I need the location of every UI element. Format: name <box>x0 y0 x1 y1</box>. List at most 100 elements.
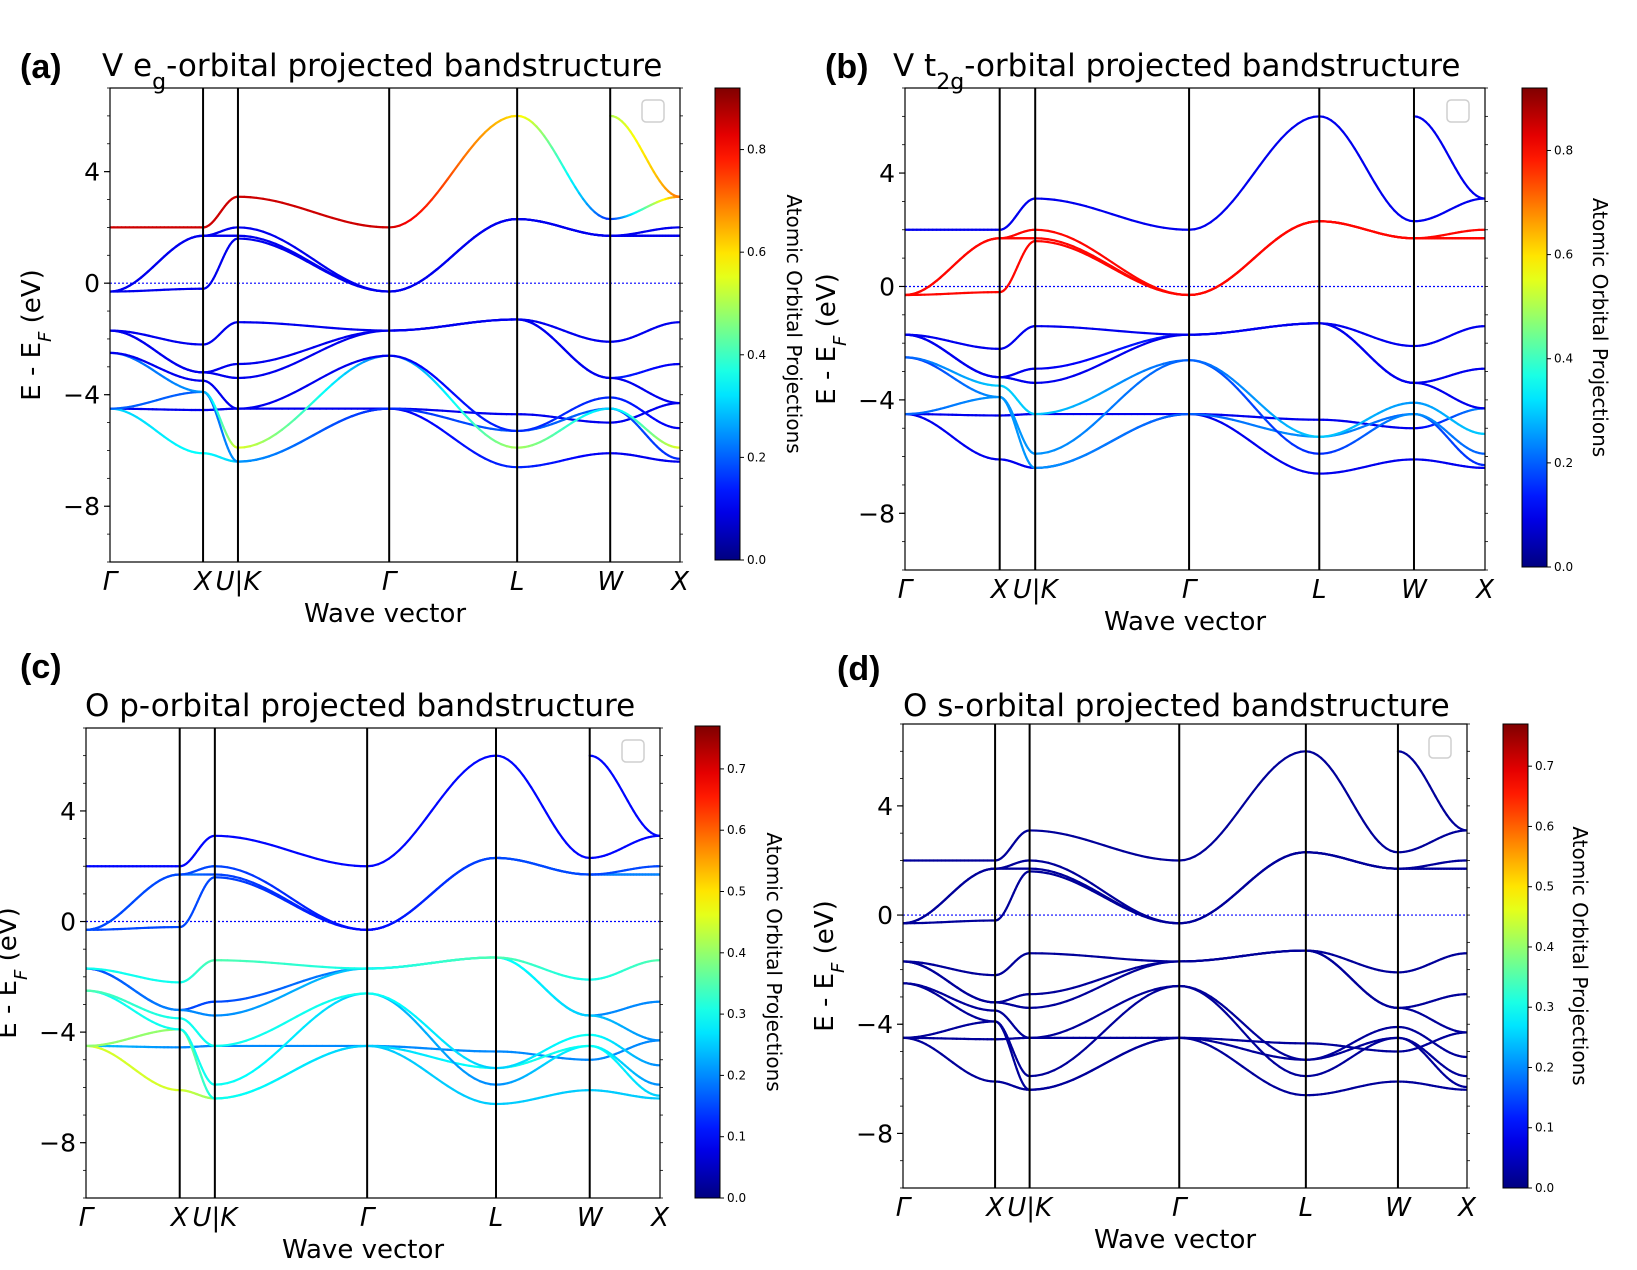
colorbar-tick-label: 0.7 <box>1535 759 1554 773</box>
band-line <box>86 956 660 1017</box>
band-line <box>110 407 680 469</box>
panel-b: (b) V t2g-orbital projected bandstructure… <box>812 48 1612 637</box>
kpoint-label: Γ <box>103 567 120 597</box>
y-tick-label: −4 <box>63 381 100 410</box>
y-tick-label: 4 <box>84 158 100 187</box>
y-tick-label: 4 <box>60 797 76 826</box>
band-line <box>110 217 680 293</box>
bands-group <box>903 750 1467 1097</box>
kpoint-label: X <box>649 1203 670 1233</box>
colorbar-tick-label: 0.3 <box>727 1007 746 1021</box>
colorbar-tick-label: 0.1 <box>727 1130 746 1144</box>
y-tick-label: 0 <box>877 901 893 930</box>
band-line <box>903 1020 1467 1091</box>
kpoint-label: L <box>510 567 525 597</box>
colorbar-tick-label: 0.0 <box>1535 1181 1554 1195</box>
band-line <box>905 412 1485 475</box>
panel-c: (c) O p-orbital projected bandstructure 4 0… <box>0 648 786 1265</box>
kpoint-label: Γ <box>898 575 915 605</box>
y-axis-label: E - EF (eV) <box>812 273 851 404</box>
panel-d: (d) O s-orbital projected bandstructure 4 0… <box>810 650 1592 1255</box>
band-line <box>905 115 1485 231</box>
colorbar-tick-label: 0.4 <box>747 348 766 362</box>
empty-legend-box <box>621 739 645 763</box>
panel-title: V eg-orbital projected bandstructure <box>102 48 662 95</box>
colorbar-tick-label: 0.1 <box>1535 1121 1554 1135</box>
colorbar-tick-label: 0.2 <box>1554 456 1573 470</box>
colorbar-tick-label: 0.2 <box>1535 1060 1554 1074</box>
kpoint-label: W <box>1385 1193 1412 1223</box>
y-axis-label: E - EF (eV) <box>17 269 56 400</box>
band-line <box>905 356 1485 438</box>
x-axis-label: Wave vector <box>304 599 466 629</box>
colorbar-label: Atomic Orbital Projections <box>762 832 786 1091</box>
colorbar-tick-label: 0.4 <box>1535 940 1554 954</box>
bands-group <box>905 115 1485 475</box>
panel-title: V t2g-orbital projected bandstructure <box>893 48 1460 95</box>
band-line <box>903 982 1467 1061</box>
band-line <box>903 1031 1467 1053</box>
band-line <box>86 856 660 931</box>
band-line <box>1396 750 1467 832</box>
kpoint-label: X <box>192 567 213 597</box>
band-line <box>110 351 680 433</box>
band-line <box>86 856 660 931</box>
panel-label: (d) <box>837 650 880 688</box>
colorbar-tick-label: 0.6 <box>747 245 766 259</box>
kpoint-label: U|K <box>1007 1193 1054 1223</box>
y-tick-label: 4 <box>879 159 895 188</box>
empty-legend-box <box>641 99 665 123</box>
colorbar-tick-label: 0.6 <box>1535 819 1554 833</box>
band-line <box>903 851 1467 925</box>
band-line <box>905 407 1485 430</box>
y-tick-label: 0 <box>84 269 100 298</box>
kpoint-label: Γ <box>896 1193 913 1223</box>
kpoint-label: L <box>1299 1193 1314 1223</box>
colorbar-tick-label: 0.4 <box>1554 352 1573 366</box>
colorbar-tick-label: 0.0 <box>1554 560 1573 574</box>
colorbar <box>714 87 741 561</box>
band-line <box>588 754 660 837</box>
band-line <box>903 949 1467 1009</box>
band-line <box>110 318 680 346</box>
x-axis-label: Wave vector <box>1104 607 1266 637</box>
band-line <box>86 754 660 868</box>
colorbar-tick-label: 0.0 <box>747 553 766 567</box>
kpoint-label: X <box>984 1193 1005 1223</box>
colorbar-tick-label: 0.5 <box>727 885 746 899</box>
colorbar-tick-label: 0.2 <box>727 1068 746 1082</box>
plot-frame <box>109 87 681 563</box>
y-tick-label: −4 <box>39 1018 76 1047</box>
kpoint-label: Γ <box>79 1203 96 1233</box>
band-line <box>110 217 680 293</box>
kpoint-label: U|K <box>1013 575 1060 605</box>
band-line <box>905 220 1485 297</box>
colorbar-tick-label: 0.6 <box>1554 248 1573 262</box>
plot-frame <box>902 723 1468 1189</box>
panel-label: (c) <box>20 648 62 686</box>
y-tick-label: −4 <box>856 1010 893 1039</box>
colorbar-tick-label: 0.0 <box>727 1191 746 1205</box>
panel-title: O p-orbital projected bandstructure <box>85 688 635 724</box>
band-line <box>903 750 1467 862</box>
colorbar-tick-label: 0.8 <box>747 143 766 157</box>
band-line <box>110 114 680 229</box>
colorbar-label: Atomic Orbital Projections <box>782 194 806 453</box>
y-tick-label: −8 <box>856 1119 893 1148</box>
y-axis-label: E - EF (eV) <box>810 900 849 1031</box>
colorbar-tick-label: 0.7 <box>727 762 746 776</box>
colorbar <box>694 725 721 1199</box>
y-tick-label: −4 <box>858 386 895 415</box>
band-line <box>86 1044 660 1106</box>
colorbar <box>1521 87 1548 568</box>
colorbar <box>1502 723 1529 1189</box>
band-line <box>905 395 1485 470</box>
kpoint-label: X <box>989 575 1010 605</box>
band-line <box>905 322 1485 384</box>
kpoint-label: Γ <box>382 567 399 597</box>
y-axis-label: E - EF (eV) <box>0 907 32 1038</box>
band-line <box>905 322 1485 350</box>
kpoint-label: U|K <box>216 567 263 597</box>
panel-a: (a) V eg-orbital projected bandstructure 4… <box>17 48 806 629</box>
